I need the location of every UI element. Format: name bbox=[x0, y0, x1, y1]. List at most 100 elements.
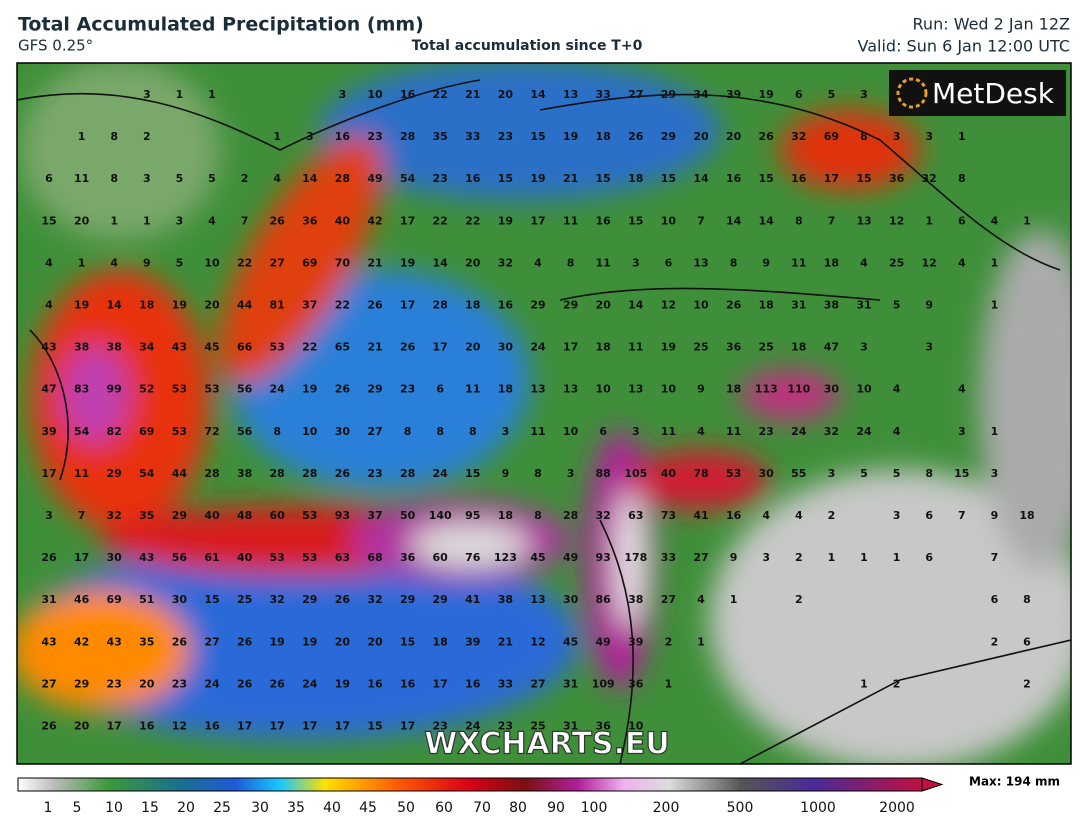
grid-value: 15 bbox=[498, 172, 513, 185]
grid-value: 10 bbox=[596, 383, 612, 396]
grid-value: 8 bbox=[436, 425, 444, 438]
grid-value: 24 bbox=[856, 425, 872, 438]
grid-value: 3 bbox=[828, 467, 836, 480]
grid-value: 29 bbox=[172, 509, 187, 522]
grid-value: 20 bbox=[726, 130, 742, 143]
grid-value: 31 bbox=[563, 677, 578, 690]
grid-value: 3 bbox=[860, 341, 868, 354]
grid-value: 78 bbox=[693, 467, 708, 480]
grid-value: 68 bbox=[367, 551, 382, 564]
grid-value: 34 bbox=[693, 88, 709, 101]
colorbar-label: 20 bbox=[177, 800, 195, 816]
grid-value: 14 bbox=[693, 172, 709, 185]
grid-value: 25 bbox=[759, 341, 774, 354]
grid-value: 29 bbox=[433, 593, 448, 606]
grid-value: 36 bbox=[628, 677, 644, 690]
grid-value: 45 bbox=[204, 341, 219, 354]
grid-value: 18 bbox=[465, 299, 480, 312]
grid-value: 12 bbox=[922, 256, 937, 269]
grid-value: 40 bbox=[204, 509, 220, 522]
grid-value: 14 bbox=[302, 172, 318, 185]
grid-value: 8 bbox=[110, 172, 118, 185]
grid-value: 15 bbox=[628, 214, 643, 227]
grid-value: 19 bbox=[530, 172, 545, 185]
valid: Valid: Sun 6 Jan 12:00 UTC bbox=[858, 37, 1070, 56]
grid-value: 8 bbox=[534, 509, 542, 522]
grid-value: 22 bbox=[237, 256, 252, 269]
grid-value: 1 bbox=[893, 551, 901, 564]
grid-value: 20 bbox=[367, 635, 383, 648]
grid-value: 43 bbox=[41, 341, 56, 354]
grid-value: 39 bbox=[41, 425, 56, 438]
grid-value: 4 bbox=[45, 256, 53, 269]
grid-value: 4 bbox=[534, 256, 542, 269]
grid-value: 82 bbox=[107, 425, 122, 438]
grid-value: 18 bbox=[759, 299, 774, 312]
grid-value: 63 bbox=[628, 509, 643, 522]
grid-value: 28 bbox=[400, 130, 415, 143]
grid-value: 14 bbox=[530, 88, 546, 101]
grid-value: 28 bbox=[433, 299, 448, 312]
grid-value: 32 bbox=[107, 509, 122, 522]
colorbar-label: 45 bbox=[359, 800, 377, 816]
grid-value: 8 bbox=[795, 214, 803, 227]
title: Total Accumulated Precipitation (mm) bbox=[18, 14, 424, 36]
grid-value: 39 bbox=[726, 88, 741, 101]
grid-value: 21 bbox=[498, 635, 513, 648]
grid-value: 7 bbox=[958, 509, 966, 522]
grid-value: 17 bbox=[563, 341, 578, 354]
map bbox=[17, 63, 1071, 764]
grid-value: 21 bbox=[367, 256, 382, 269]
grid-value: 2 bbox=[795, 593, 803, 606]
grid-value: 15 bbox=[465, 467, 480, 480]
grid-value: 26 bbox=[270, 214, 286, 227]
grid-value: 69 bbox=[107, 593, 122, 606]
grid-value: 35 bbox=[139, 509, 154, 522]
colorbar-labels: 1 5 10 15 20 25 30 35 40 45 50 60 70 80 90 100 200 500 100… bbox=[44, 800, 915, 816]
grid-value: 23 bbox=[107, 677, 122, 690]
grid-value: 26 bbox=[726, 299, 742, 312]
grid-value: 38 bbox=[107, 341, 122, 354]
grid-value: 27 bbox=[270, 256, 285, 269]
grid-value: 8 bbox=[730, 256, 738, 269]
grid-value: 5 bbox=[828, 88, 836, 101]
grid-value: 13 bbox=[856, 214, 871, 227]
grid-value: 20 bbox=[74, 214, 90, 227]
grid-value: 18 bbox=[498, 383, 513, 396]
grid-value: 56 bbox=[172, 551, 188, 564]
grid-value: 20 bbox=[498, 88, 514, 101]
grid-value: 36 bbox=[596, 720, 612, 733]
grid-value: 44 bbox=[172, 467, 188, 480]
grid-value: 22 bbox=[302, 341, 317, 354]
grid-value: 30 bbox=[335, 425, 351, 438]
grid-value: 4 bbox=[795, 509, 803, 522]
grid-value: 140 bbox=[429, 509, 452, 522]
grid-value: 27 bbox=[530, 677, 545, 690]
grid-value: 17 bbox=[107, 720, 122, 733]
grid-value: 18 bbox=[139, 299, 154, 312]
grid-value: 105 bbox=[624, 467, 647, 480]
grid-value: 6 bbox=[436, 383, 444, 396]
grid-value: 61 bbox=[204, 551, 219, 564]
grid-value: 15 bbox=[204, 593, 219, 606]
grid-value: 27 bbox=[204, 635, 219, 648]
grid-value: 29 bbox=[563, 299, 578, 312]
grid-value: 13 bbox=[563, 88, 578, 101]
grid-value: 14 bbox=[433, 256, 449, 269]
grid-value: 15 bbox=[759, 172, 774, 185]
grid-value: 23 bbox=[433, 720, 448, 733]
grid-value: 35 bbox=[433, 130, 448, 143]
grid-value: 18 bbox=[1019, 509, 1034, 522]
grid-value: 3 bbox=[925, 341, 933, 354]
grid-value: 33 bbox=[596, 88, 611, 101]
grid-value: 93 bbox=[596, 551, 611, 564]
grid-value: 27 bbox=[367, 425, 382, 438]
grid-value: 18 bbox=[791, 341, 806, 354]
grid-value: 1 bbox=[828, 551, 836, 564]
grid-value: 19 bbox=[400, 256, 415, 269]
grid-value: 5 bbox=[208, 172, 216, 185]
grid-value: 49 bbox=[563, 551, 578, 564]
grid-value: 29 bbox=[661, 88, 676, 101]
colorbar-label: 500 bbox=[727, 800, 754, 816]
